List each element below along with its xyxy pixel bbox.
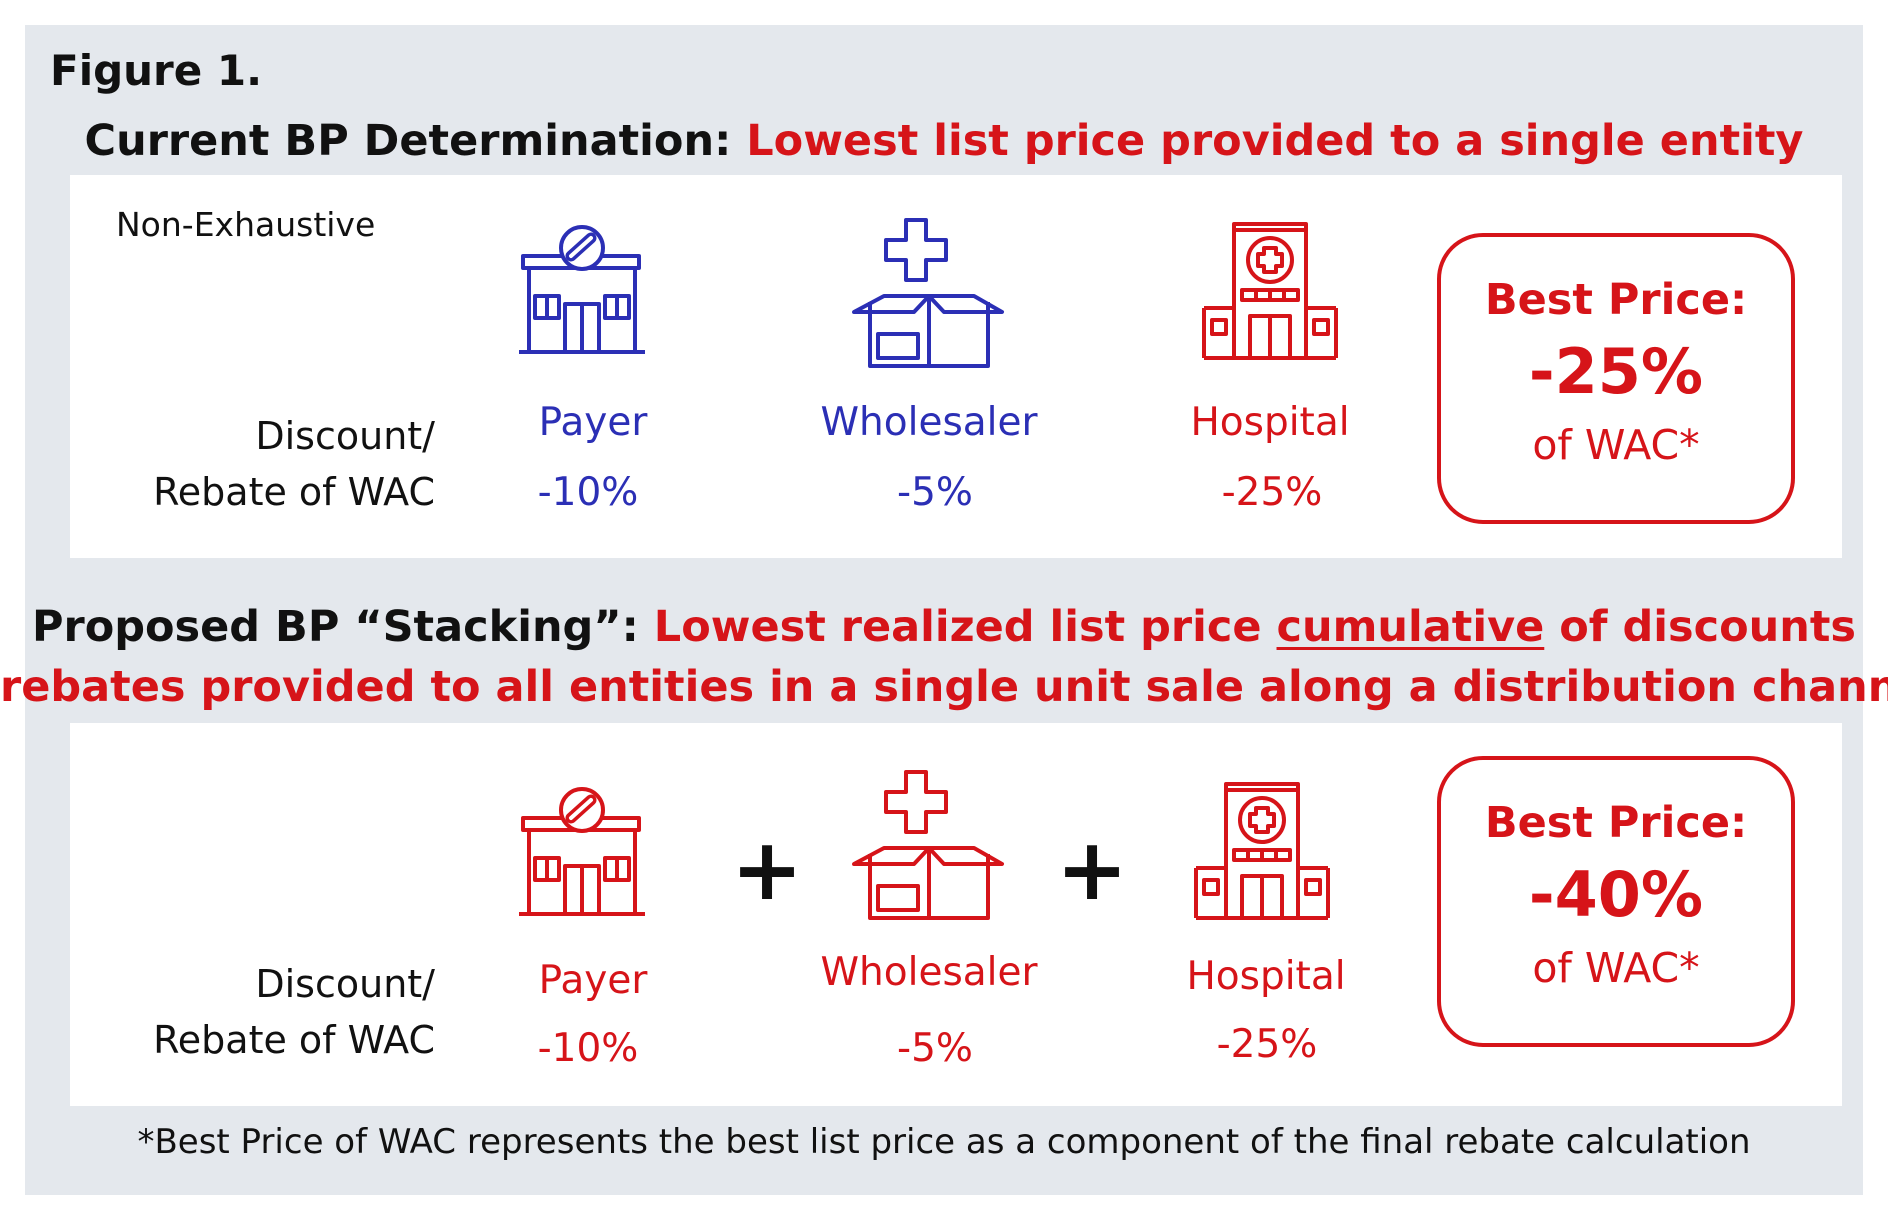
current-heading-description: Lowest list price provided to a single e… <box>746 116 1804 166</box>
hospital-icon <box>1202 222 1338 360</box>
entity-name-payer: Payer <box>538 958 648 1003</box>
entity-name-wholesaler: Wholesaler <box>820 400 1038 445</box>
footnote: *Best Price of WAC represents the best l… <box>137 1122 1751 1162</box>
proposed-heading-line2: rebates provided to all entities in a si… <box>0 662 1888 712</box>
best-price-subtitle: of WAC* <box>1532 421 1700 469</box>
proposed-heading-post: of discounts <box>1559 602 1857 652</box>
proposed-heading-underlined: cumulative <box>1276 602 1545 652</box>
figure-label: Figure 1. <box>50 46 263 95</box>
entity-name-hospital: Hospital <box>1186 954 1346 999</box>
box-icon <box>852 218 1004 368</box>
entity-value-payer: -10% <box>537 1026 639 1071</box>
row-label-discount: Discount/ <box>255 962 435 1006</box>
box-icon <box>852 770 1004 920</box>
entity-value-payer: -10% <box>537 470 639 515</box>
row-label-discount: Discount/ <box>255 414 435 458</box>
plus-sign: + <box>1055 820 1129 920</box>
proposed-heading-line1: Proposed BP “Stacking”: Lowest realized … <box>0 602 1888 652</box>
entity-value-hospital: -25% <box>1216 1022 1318 1067</box>
entity-value-wholesaler: -5% <box>897 470 973 515</box>
best-price-title: Best Price: <box>1484 275 1748 325</box>
pharmacy-icon <box>519 787 645 916</box>
entity-name-hospital: Hospital <box>1190 400 1350 445</box>
proposed-heading-label: Proposed BP “Stacking”: <box>31 602 639 652</box>
entity-value-hospital: -25% <box>1221 470 1323 515</box>
row-label-rebate: Rebate of WAC <box>153 1018 435 1062</box>
plus-sign: + <box>730 820 804 920</box>
best-price-title: Best Price: <box>1484 798 1748 848</box>
proposed-heading-pre: Lowest realized list price <box>653 602 1262 652</box>
entity-name-wholesaler: Wholesaler <box>820 950 1038 995</box>
row-label-rebate: Rebate of WAC <box>153 470 435 514</box>
best-price-value: -25% <box>1528 335 1704 408</box>
best-price-value: -40% <box>1528 858 1704 931</box>
current-heading: Current BP Determination: Lowest list pr… <box>0 116 1888 166</box>
pharmacy-icon <box>519 225 645 354</box>
current-heading-label: Current BP Determination: <box>84 116 732 166</box>
entity-name-payer: Payer <box>538 400 648 445</box>
best-price-box-proposed: Best Price: -40% of WAC* <box>1437 756 1795 1047</box>
best-price-box-current: Best Price: -25% of WAC* <box>1437 233 1795 524</box>
entity-value-wholesaler: -5% <box>897 1026 973 1071</box>
best-price-subtitle: of WAC* <box>1532 944 1700 992</box>
hospital-icon <box>1194 782 1330 920</box>
non-exhaustive-note: Non-Exhaustive <box>116 205 376 244</box>
